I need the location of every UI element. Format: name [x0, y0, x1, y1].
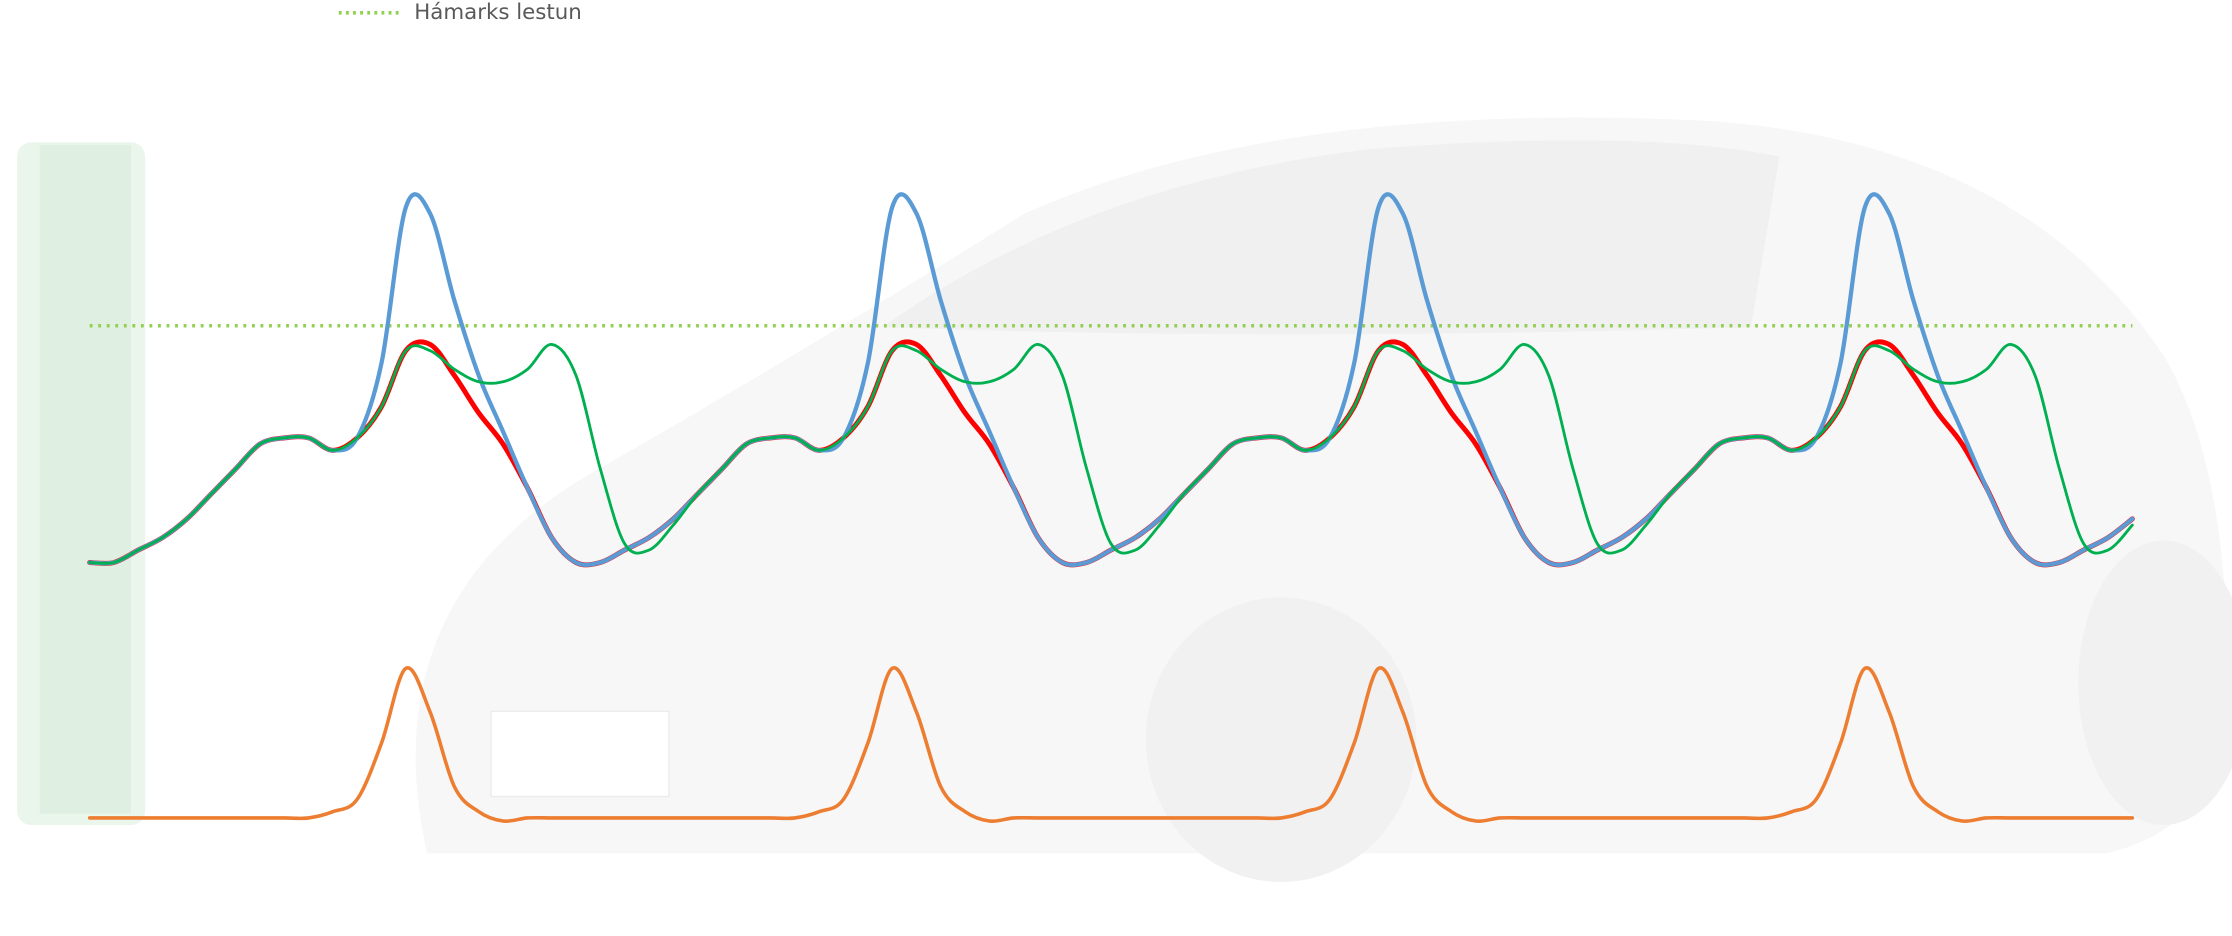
charger-panel — [39, 145, 131, 814]
car-body — [415, 117, 2228, 854]
wheel — [2078, 540, 2232, 826]
legend-label: Hámarks lestun — [414, 0, 582, 25]
series-line — [88, 342, 2134, 565]
series-line — [87, 666, 2135, 824]
car-windows — [882, 140, 1780, 335]
wheel — [1145, 597, 1417, 882]
plate — [490, 710, 670, 798]
background-photo — [17, 117, 2232, 882]
